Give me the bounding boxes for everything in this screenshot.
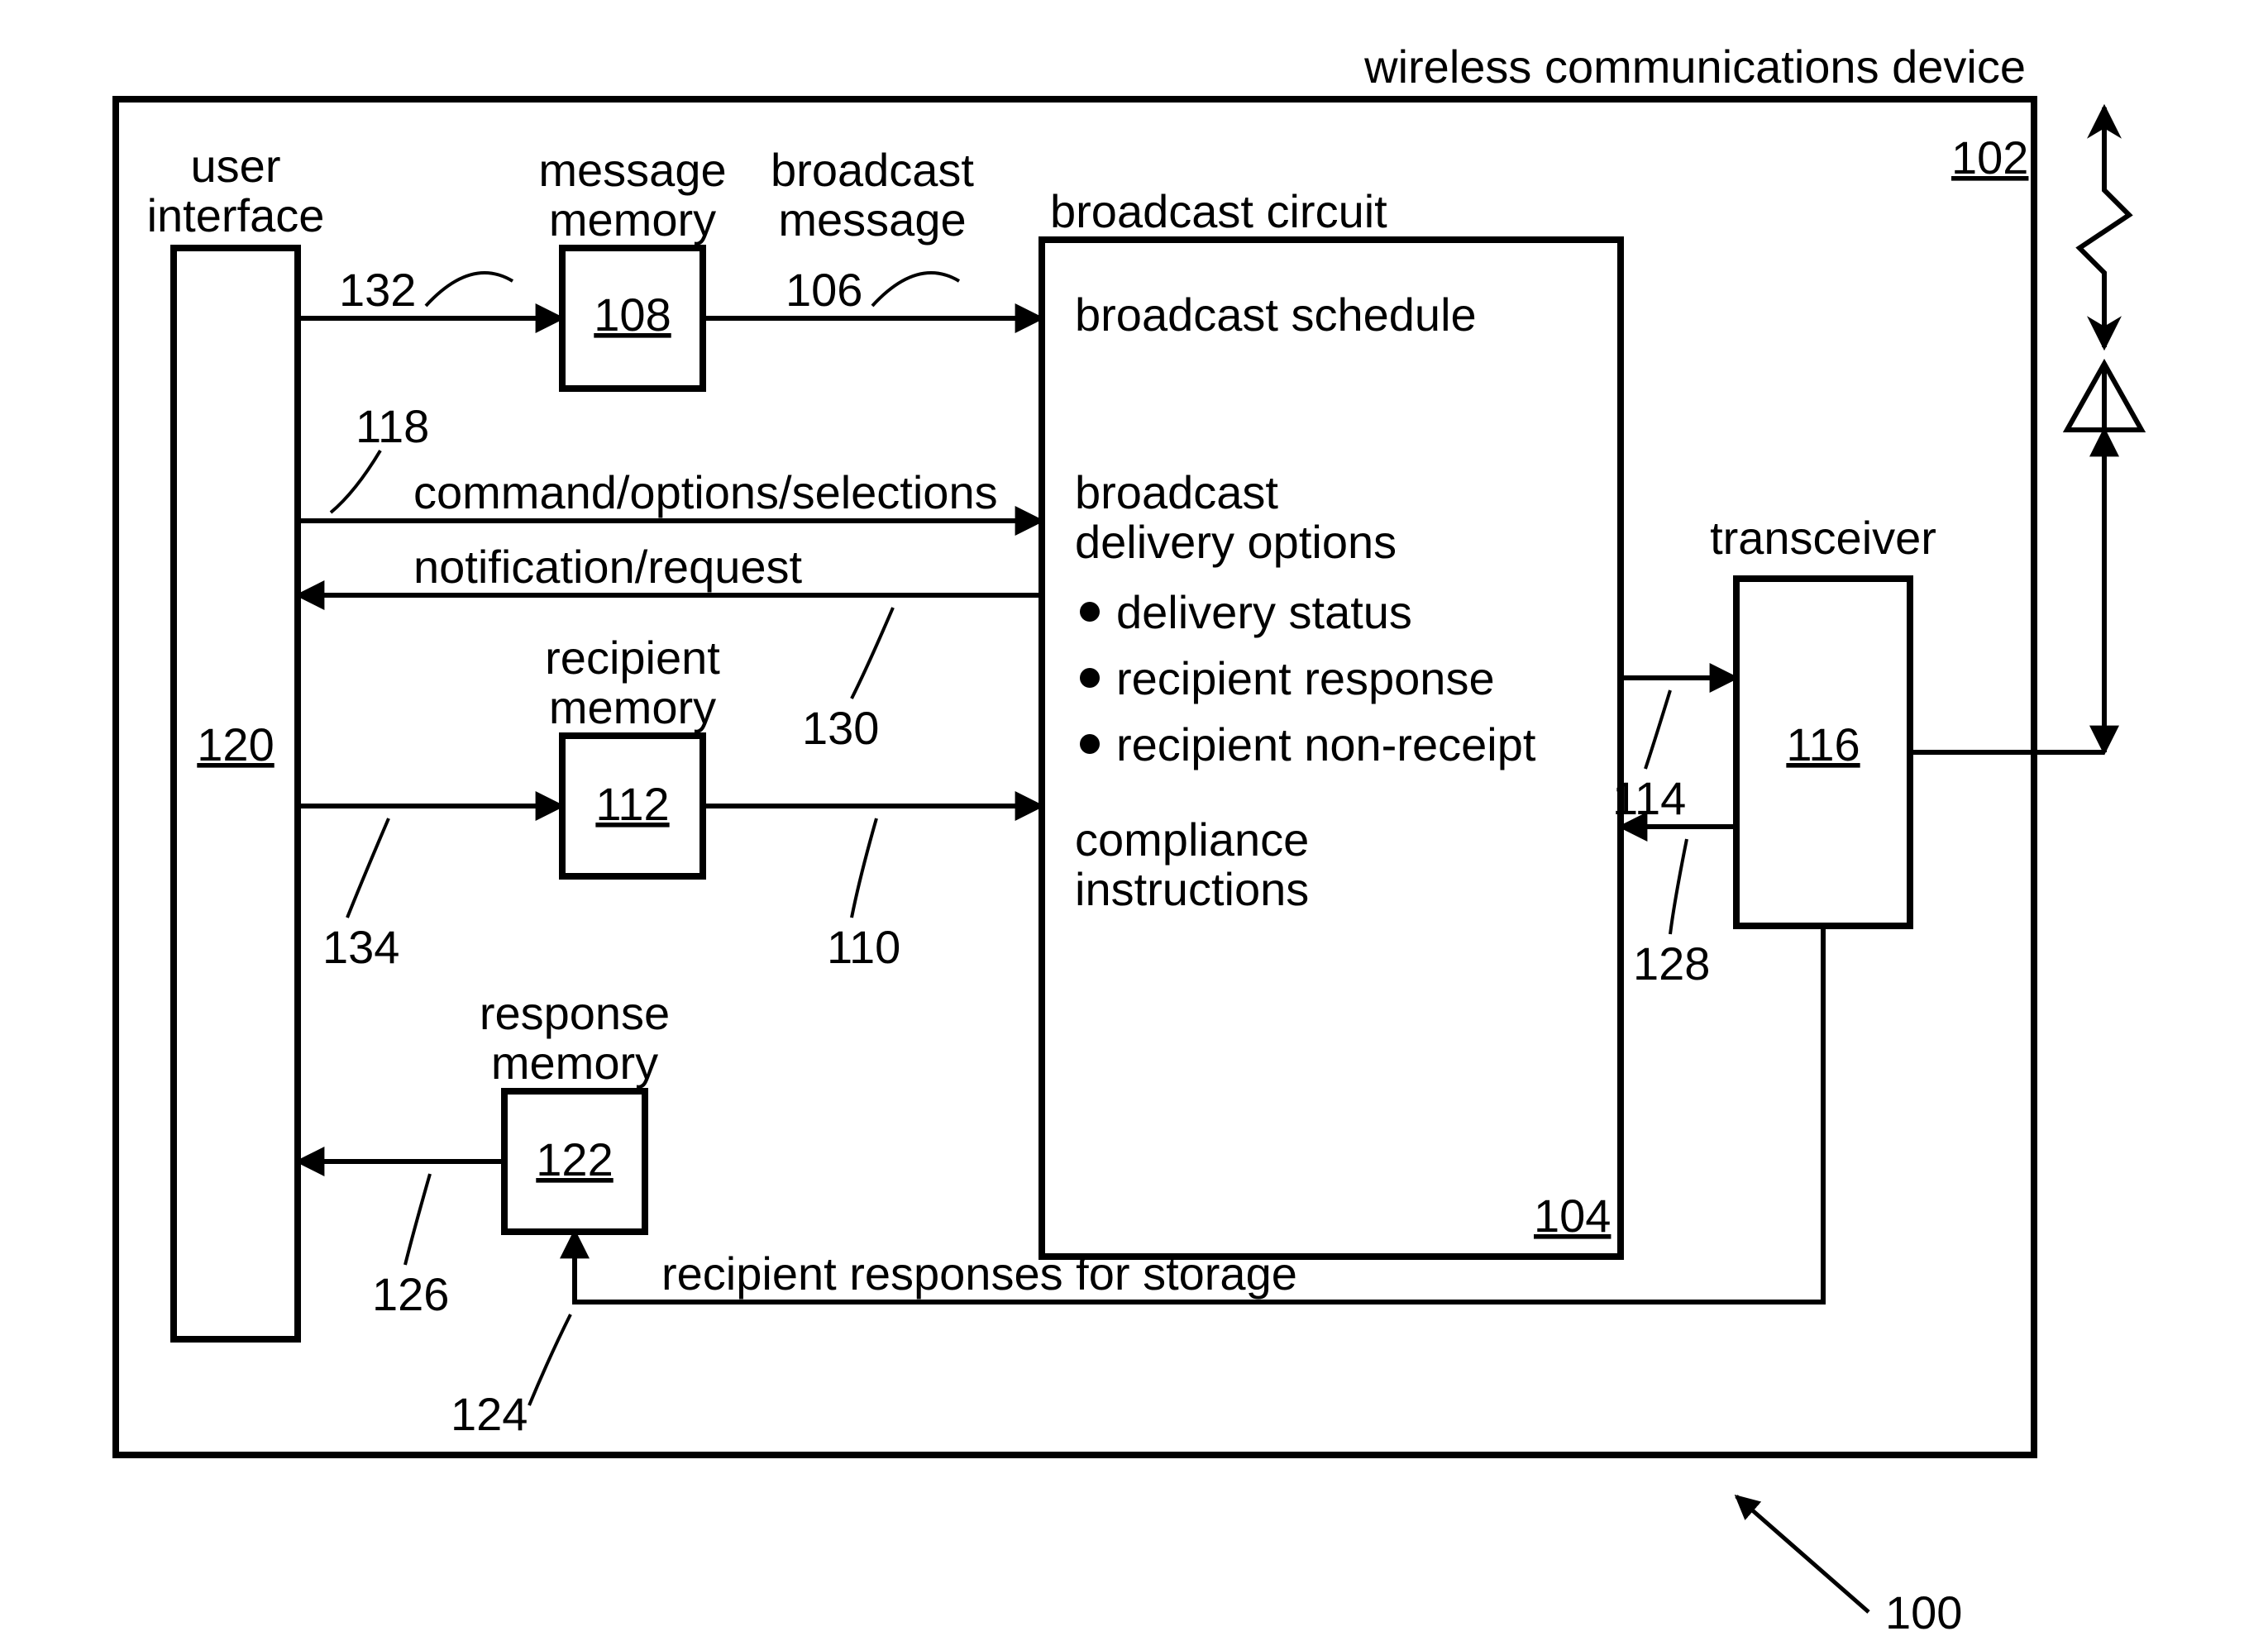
- label-130: notification/request: [413, 541, 803, 593]
- system-callout: [1736, 1496, 1869, 1612]
- device-ref: 102: [1951, 131, 2028, 184]
- recipient-memory-ref: 112: [595, 778, 669, 830]
- bullet-3-icon: [1080, 734, 1100, 754]
- message-memory-label-2: memory: [549, 193, 716, 246]
- bc-schedule: broadcast schedule: [1075, 289, 1477, 341]
- ref-110: 110: [827, 921, 900, 973]
- label-118: command/options/selections: [413, 466, 998, 518]
- broadcast-circuit-ref: 104: [1534, 1190, 1611, 1242]
- message-memory-ref: 108: [594, 289, 671, 341]
- bc-compliance-b: instructions: [1075, 863, 1309, 915]
- label-106b: message: [778, 193, 966, 246]
- response-memory-label-2: memory: [491, 1037, 658, 1089]
- bc-b1: delivery status: [1116, 586, 1412, 638]
- response-memory-label-1: response: [480, 987, 670, 1039]
- ref-134: 134: [322, 921, 399, 973]
- recipient-memory-label-1: recipient: [545, 632, 720, 684]
- ref-126: 126: [372, 1268, 449, 1320]
- user-interface-label-1: user: [191, 140, 281, 192]
- bc-b2: recipient response: [1116, 652, 1495, 704]
- bc-b3: recipient non-receipt: [1116, 718, 1536, 770]
- ref-132: 132: [339, 264, 416, 316]
- label-124: recipient responses for storage: [661, 1247, 1297, 1300]
- bc-compliance-a: compliance: [1075, 813, 1309, 866]
- ref-118: 118: [356, 400, 429, 452]
- user-interface-ref: 120: [197, 718, 274, 770]
- label-106a: broadcast: [771, 144, 974, 196]
- device-title: wireless communications device: [1363, 41, 2026, 93]
- bullet-1-icon: [1080, 602, 1100, 622]
- user-interface-box: [174, 248, 298, 1339]
- ref-106: 106: [785, 264, 862, 316]
- transceiver-ref: 116: [1786, 718, 1860, 770]
- ref-128: 128: [1633, 937, 1710, 990]
- bc-delivery-b: delivery options: [1075, 516, 1397, 568]
- message-memory-label-1: message: [538, 144, 726, 196]
- user-interface-label-2: interface: [147, 189, 325, 241]
- ref-124: 124: [451, 1388, 528, 1440]
- broadcast-circuit-label: broadcast circuit: [1050, 185, 1387, 237]
- bullet-2-icon: [1080, 668, 1100, 688]
- bc-delivery-a: broadcast: [1075, 466, 1278, 518]
- response-memory-ref: 122: [536, 1133, 613, 1185]
- ref-114: 114: [1612, 772, 1686, 824]
- system-ref: 100: [1885, 1586, 1962, 1636]
- ref-130: 130: [802, 702, 879, 754]
- transceiver-label: transceiver: [1710, 512, 1936, 564]
- recipient-memory-label-2: memory: [549, 681, 716, 733]
